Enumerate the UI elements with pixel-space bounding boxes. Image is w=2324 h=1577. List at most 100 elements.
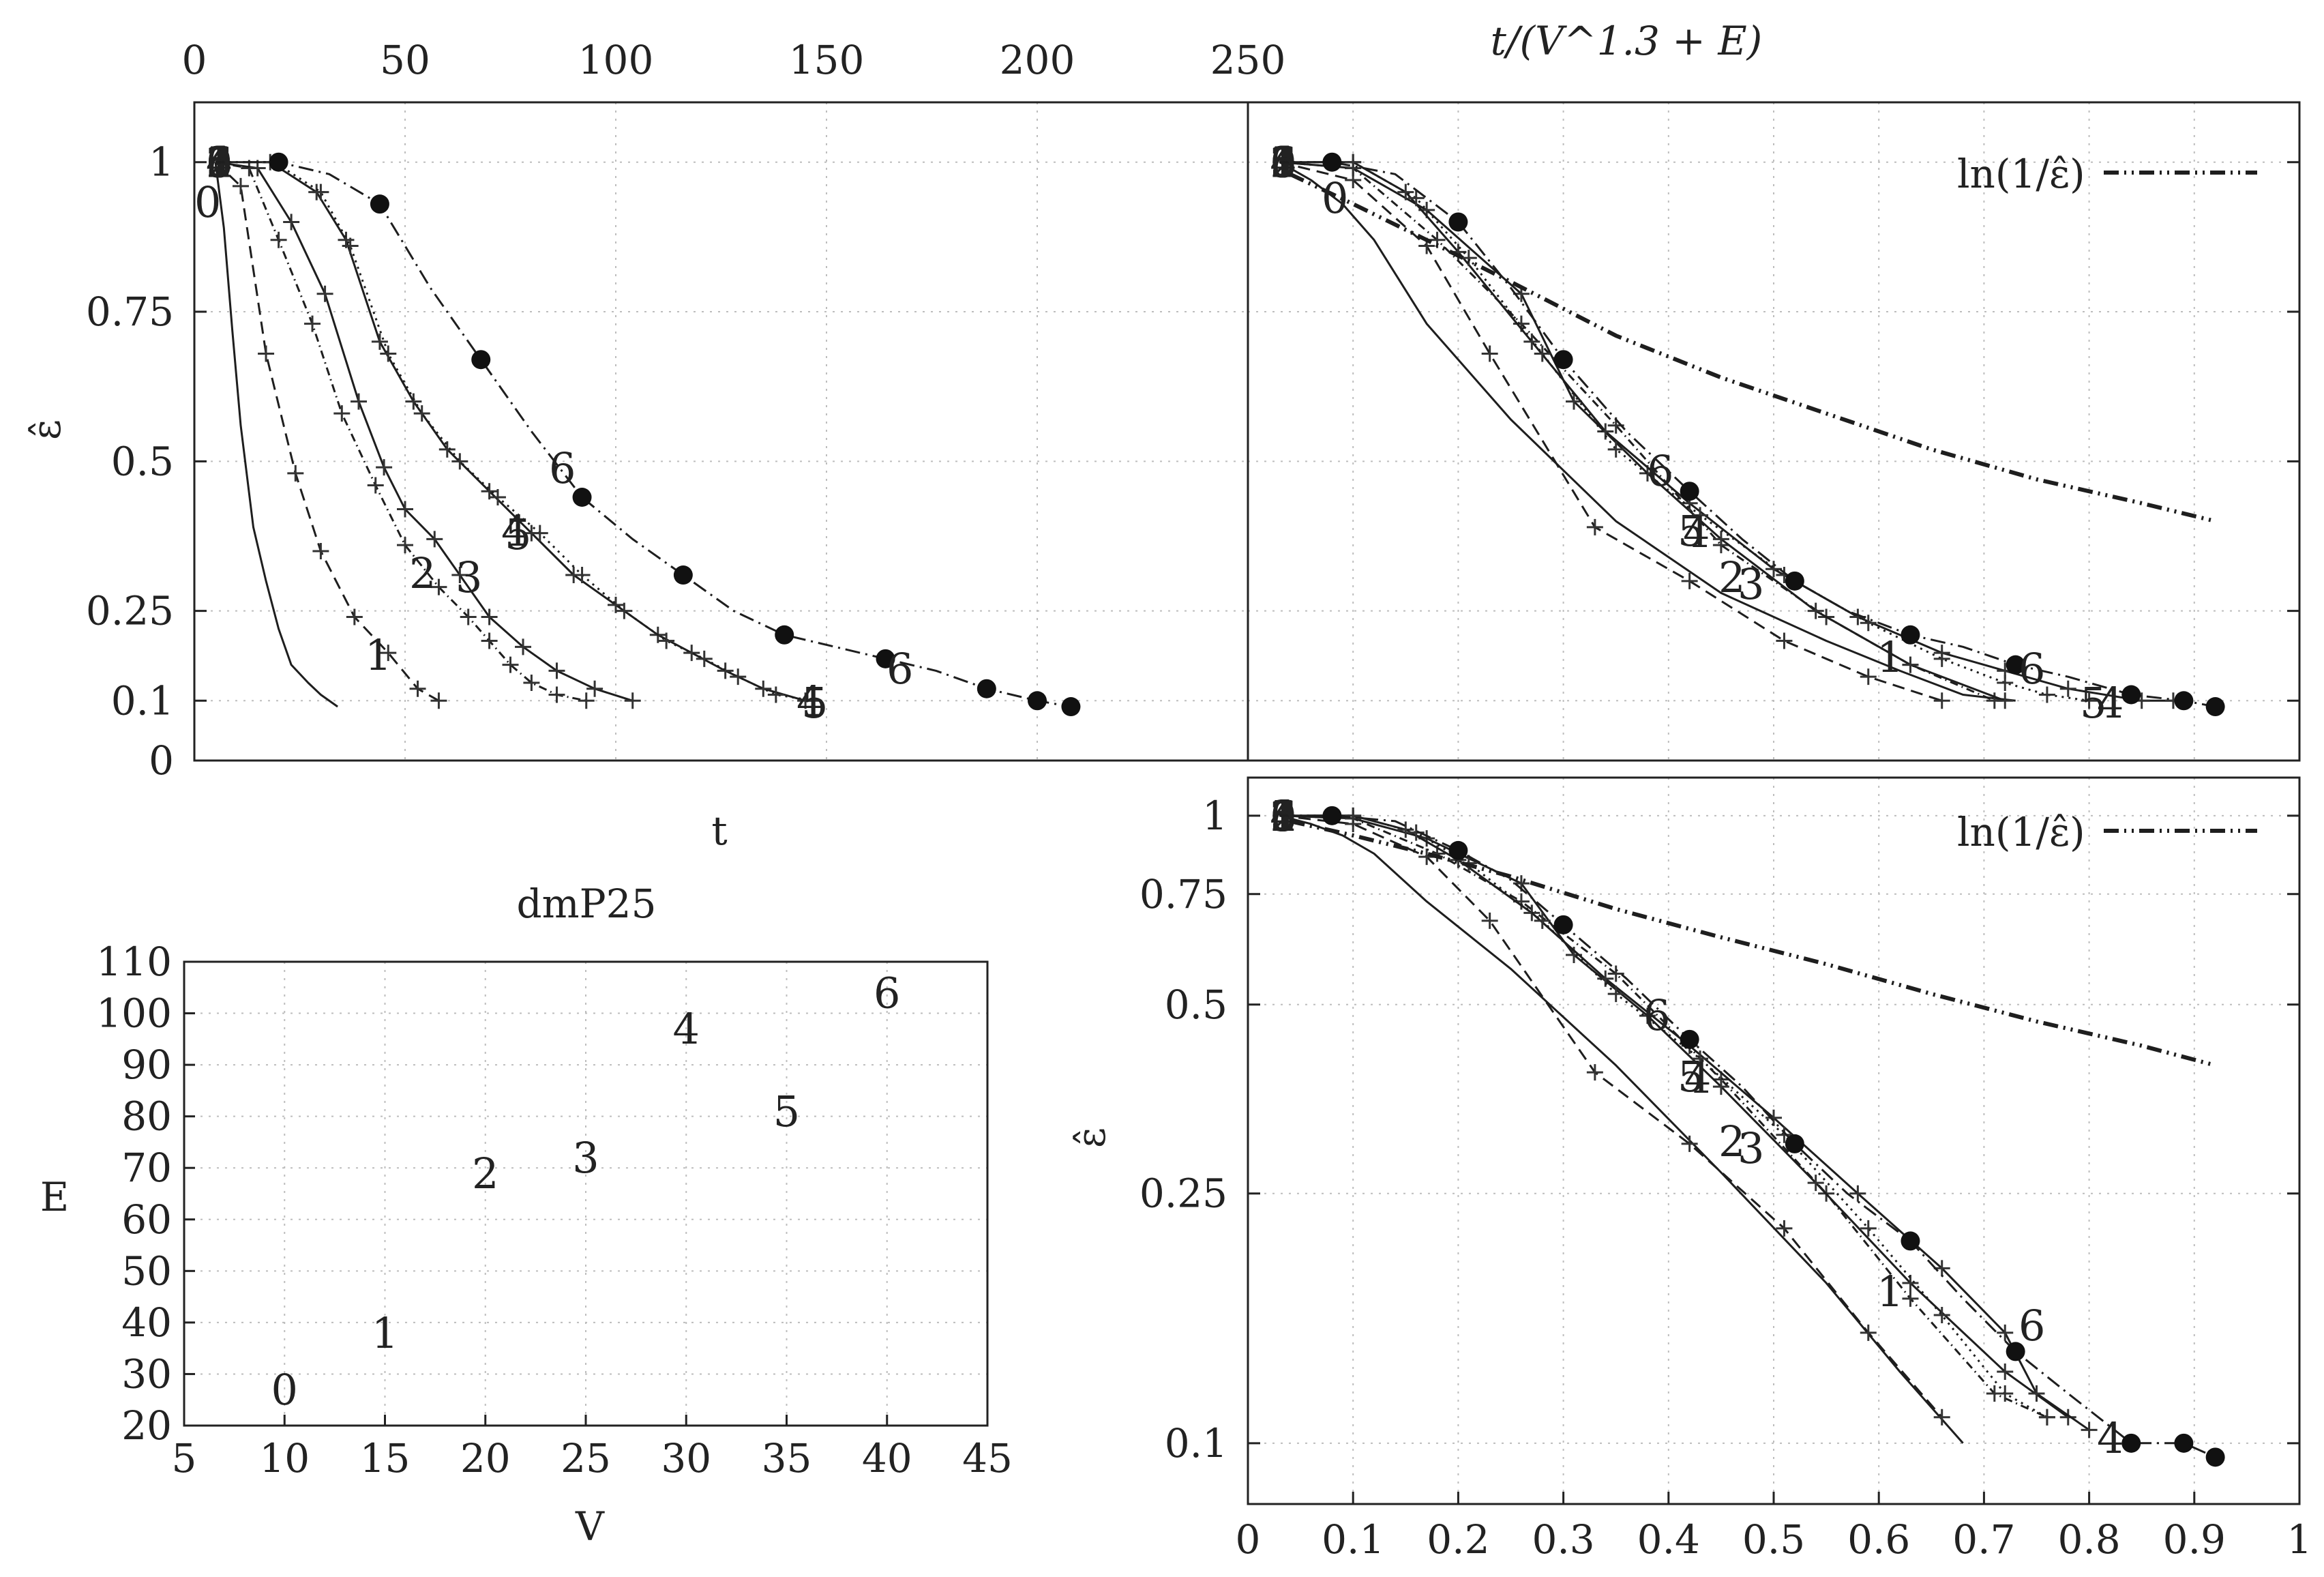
series-point-plus <box>502 656 519 673</box>
series-point-plus <box>1860 1220 1877 1237</box>
series-line-2 <box>1279 161 1995 702</box>
legend-label: ln(1/ε̂) <box>1957 151 2085 197</box>
series-point-plus <box>333 405 351 422</box>
series-point-plus <box>1607 441 1624 458</box>
series-point-plus <box>1933 1307 1950 1324</box>
series-point-plus <box>1523 333 1540 350</box>
y-tick-label: 60 <box>121 1196 172 1243</box>
panel-bottom-right: 0.1 0.25 0.5 0.75 1 0 0.1 0.2 0.3 0.4 0.5 0.6 0.7 0.8… <box>1068 776 2312 1563</box>
series-point-dot <box>471 350 491 370</box>
series-point-dot <box>2121 685 2141 705</box>
x-axis-label: V <box>575 1503 605 1550</box>
scatter-point-label: 2 <box>472 1149 498 1198</box>
series-point-plus <box>2081 692 2098 709</box>
series-label: 0 <box>194 177 221 227</box>
series-point-plus <box>380 645 397 662</box>
series-label: 4 <box>796 677 823 726</box>
series-line-5 <box>1279 814 2048 1419</box>
series-point-plus <box>1849 1185 1866 1202</box>
series-label: 6 <box>1270 791 1296 841</box>
series-label: 4 <box>1684 1053 1711 1103</box>
series-point-plus <box>430 692 447 709</box>
y-tick-label: 80 <box>121 1093 172 1140</box>
series-point-dot <box>1322 806 1342 825</box>
series-line-6 <box>1279 161 2216 708</box>
series-point-plus <box>624 692 641 709</box>
series-point-plus <box>397 537 413 554</box>
series-point-dot <box>2174 1433 2194 1453</box>
series-point-plus <box>430 578 447 595</box>
series-point-plus <box>578 692 595 709</box>
series-point-plus <box>1407 190 1425 207</box>
x-tick-label: 0.5 <box>1742 1516 1805 1563</box>
chart-title: dmP25 <box>517 881 657 927</box>
series-point-plus <box>1902 1290 1919 1307</box>
series-point-plus <box>1997 674 2014 691</box>
series-point-plus <box>451 567 468 584</box>
y-axis-label: ε̂ <box>23 419 70 440</box>
series-point-plus <box>1997 1364 2014 1381</box>
series-label: 5 <box>1678 506 1704 556</box>
y-tick-label: 100 <box>96 990 172 1037</box>
series-label: 3 <box>456 552 482 602</box>
y-tick-label: 20 <box>121 1402 172 1449</box>
series-point-dot <box>1061 697 1081 717</box>
series-label: 2 <box>1718 552 1745 602</box>
series-point-plus <box>1712 531 1729 548</box>
y-tick-label: 0.75 <box>1139 871 1227 917</box>
x-tick-label: 0.2 <box>1427 1516 1489 1563</box>
series-point-plus <box>312 183 329 201</box>
series-label: 3 <box>1738 1123 1764 1173</box>
series-point-plus <box>2059 1409 2076 1426</box>
x-tick-label: 0.4 <box>1637 1516 1700 1563</box>
series-label: 4 <box>2097 678 2124 728</box>
series-point-plus <box>1397 183 1414 201</box>
series-point-plus <box>481 632 498 649</box>
series-point-plus <box>805 692 822 709</box>
series-point-plus <box>1692 507 1709 524</box>
series-point-plus <box>1534 345 1551 362</box>
series-point-plus <box>1460 250 1477 267</box>
series-point-plus <box>1345 807 1362 824</box>
series-point-plus <box>426 531 443 548</box>
series-line-4 <box>215 161 806 702</box>
scatter-point-label: 1 <box>372 1308 398 1358</box>
series-line-3 <box>215 161 634 702</box>
series-label: 2 <box>409 548 436 598</box>
series-line-0 <box>1279 161 2016 702</box>
series-label: 5 <box>1678 1052 1704 1102</box>
series-point-dot <box>1901 1231 1920 1251</box>
series-point-plus <box>1681 1135 1698 1152</box>
x-tick-label: 5 <box>172 1435 197 1482</box>
series-label: 6 <box>2018 644 2045 694</box>
series-point-plus <box>548 686 565 703</box>
x-tick-label: 15 <box>360 1435 411 1482</box>
series-label: 6 <box>549 443 576 493</box>
series-point-plus <box>1607 986 1624 1003</box>
y-tick-label: 70 <box>121 1145 172 1191</box>
top-x-tick-label: 50 <box>380 37 430 83</box>
y-tick-label: 0.5 <box>1165 982 1227 1028</box>
x-tick-label: 10 <box>259 1435 310 1482</box>
series-point-plus <box>573 567 591 584</box>
series-line-0 <box>214 162 338 708</box>
x-tick-label: 20 <box>460 1435 511 1482</box>
series-line-0 <box>1279 814 1964 1444</box>
series-label: 2 <box>1718 1117 1745 1166</box>
series-point-plus <box>523 674 540 691</box>
series-point-plus <box>460 608 477 625</box>
series-label: 1 <box>365 630 391 680</box>
y-axis-label: ε̂ <box>1068 1128 1114 1148</box>
series-label: 5 <box>505 510 531 559</box>
series-point-plus <box>1692 1050 1709 1067</box>
series-point-plus <box>283 213 300 231</box>
series-point-dot <box>2121 1433 2141 1453</box>
y-tick-label: 0.75 <box>86 289 174 335</box>
series-label: 3 <box>1738 559 1764 609</box>
series-line-6 <box>1279 814 2216 1458</box>
series-point-dot <box>1785 571 1804 591</box>
x-tick-label: 35 <box>762 1435 812 1482</box>
scatter-point-label: 6 <box>874 968 900 1018</box>
